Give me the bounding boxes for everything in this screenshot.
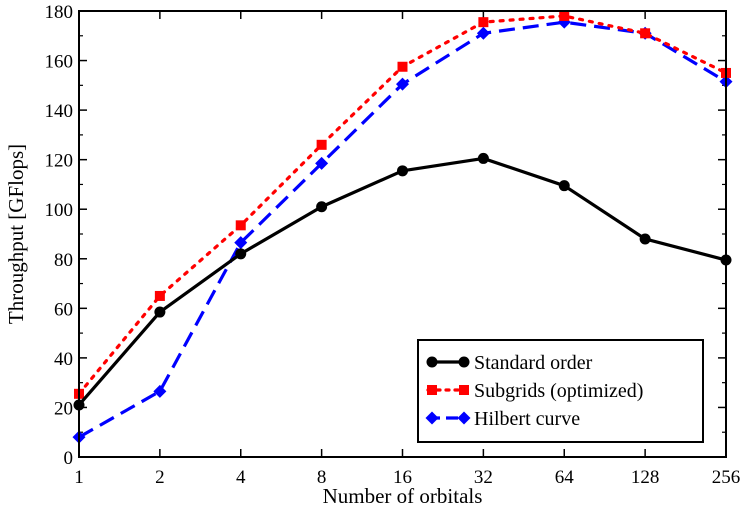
plot-frame xyxy=(78,10,727,458)
y-tick-label: 100 xyxy=(45,200,74,221)
legend-entry-1: Standard order xyxy=(426,352,593,374)
series-1-point xyxy=(154,306,166,318)
series-2-point xyxy=(640,28,651,39)
legend-label-2: Subgrids (optimized) xyxy=(474,380,643,402)
series-1-point xyxy=(397,165,408,177)
series-1-point xyxy=(477,152,489,164)
x-tick-label: 128 xyxy=(631,467,660,488)
series-1-point xyxy=(558,180,570,192)
x-tick-label: 2 xyxy=(155,467,165,488)
series-3-point xyxy=(476,26,490,40)
series-2-point xyxy=(235,220,246,231)
legend-marker-3 xyxy=(425,411,439,425)
y-tick-label: 160 xyxy=(45,52,74,73)
y-tick-label: 80 xyxy=(54,250,73,271)
x-axis-title: Number of orbitals xyxy=(323,484,483,508)
legend-marker-3 xyxy=(457,411,471,425)
series-1-point xyxy=(639,233,651,245)
series-2-point xyxy=(397,61,408,72)
legend-entry-3: Hilbert curve xyxy=(425,408,580,430)
series-2-point xyxy=(559,10,570,21)
y-tick-label: 0 xyxy=(64,448,74,469)
x-tick-label: 32 xyxy=(474,467,493,488)
y-tick-label: 40 xyxy=(54,349,73,370)
y-tick-label: 180 xyxy=(45,2,74,23)
legend: Standard order Subgrids (optimized) Hilber… xyxy=(417,339,704,443)
x-tick-label: 256 xyxy=(712,467,741,488)
legend-label-1: Standard order xyxy=(474,352,593,374)
x-tick-label: 64 xyxy=(555,467,575,488)
y-axis-title: Throughput [GFlops] xyxy=(4,144,28,324)
series-2-point xyxy=(154,290,165,301)
series-2-point xyxy=(316,139,327,150)
legend-label-3: Hilbert curve xyxy=(474,408,580,430)
x-tick-label: 16 xyxy=(393,467,412,488)
series-3-point xyxy=(396,77,409,91)
y-tick-label: 60 xyxy=(54,299,73,320)
series-3-point xyxy=(153,384,167,398)
x-tick-label: 8 xyxy=(317,467,327,488)
series-1-point xyxy=(316,201,328,213)
series-3-point xyxy=(315,156,329,170)
legend-marker-1 xyxy=(426,356,438,368)
legend-marker-2 xyxy=(459,385,469,395)
legend-marker-2 xyxy=(427,385,437,395)
x-tick-label: 1 xyxy=(74,467,84,488)
series-3-point xyxy=(234,236,248,250)
legend-entry-2: Subgrids (optimized) xyxy=(426,380,643,402)
series-2-point xyxy=(478,17,489,28)
series-1-point xyxy=(235,248,247,260)
y-tick-label: 140 xyxy=(45,101,74,122)
y-tick-label: 20 xyxy=(54,398,73,419)
legend-marker-1 xyxy=(458,356,470,368)
x-tick-label: 4 xyxy=(236,467,246,488)
series-1 xyxy=(73,152,732,411)
y-tick-label: 120 xyxy=(45,151,74,172)
